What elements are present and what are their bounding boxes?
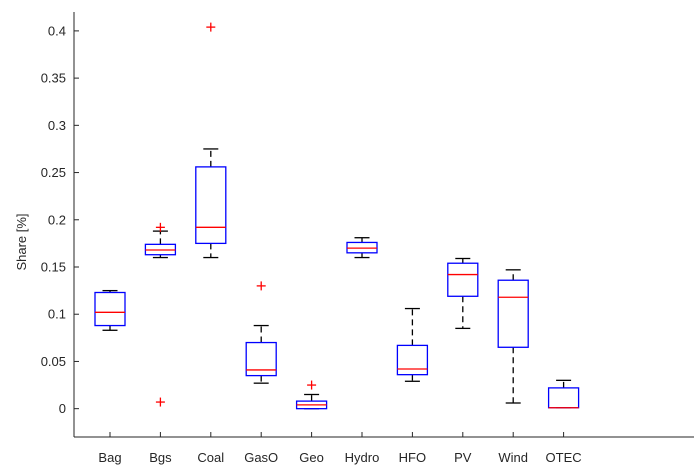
- y-tick-label: 0.25: [41, 165, 66, 180]
- x-tick-label: GasO: [244, 450, 278, 465]
- x-tick-label: OTEC: [546, 450, 582, 465]
- x-tick-label: Coal: [197, 450, 224, 465]
- outlier-marker: [155, 222, 165, 232]
- box-group-geo: [295, 380, 328, 410]
- y-tick-label: 0.3: [48, 118, 66, 133]
- box-group-wind: [497, 269, 529, 404]
- outlier-marker: [256, 281, 266, 291]
- x-tick-label: HFO: [399, 450, 426, 465]
- y-tick-label: 0.05: [41, 354, 66, 369]
- box-group-hydro: [346, 237, 378, 259]
- x-tick-label: Bgs: [149, 450, 172, 465]
- box: [195, 166, 227, 245]
- y-tick-label: 0.35: [41, 71, 66, 86]
- y-tick-label: 0.1: [48, 307, 66, 322]
- box: [497, 279, 529, 348]
- x-tick-label: PV: [454, 450, 472, 465]
- x-tick-label: Hydro: [345, 450, 380, 465]
- box: [245, 341, 277, 377]
- x-tick-label: Bag: [98, 450, 121, 465]
- box: [94, 291, 126, 327]
- box-group-bag: [94, 289, 126, 331]
- axes-layer: [73, 12, 694, 438]
- box-group-hfo: [396, 307, 429, 382]
- box: [447, 262, 479, 297]
- box-group-gaso: [245, 281, 277, 384]
- y-tick-label: 0.15: [41, 260, 66, 275]
- plot-area: [74, 12, 694, 437]
- box-group-pv: [447, 257, 479, 330]
- ticks-layer: 0 0.05 0.1 0.15 0.2 0.25 0.3 0.35 0.4 Bag Bgs Coal G…: [41, 23, 582, 465]
- outlier-marker: [155, 397, 165, 407]
- outlier-marker: [307, 380, 317, 390]
- plot-background: [74, 12, 694, 437]
- box-group-otec: [547, 379, 580, 409]
- boxes-layer: [94, 22, 580, 410]
- box-group-bgs: [144, 222, 177, 407]
- y-tick-label: 0.4: [48, 23, 66, 38]
- outlier-marker: [206, 22, 216, 32]
- y-tick-label: 0.2: [48, 212, 66, 227]
- x-tick-label: Wind: [498, 450, 528, 465]
- x-tick-label: Geo: [299, 450, 324, 465]
- box: [396, 344, 429, 376]
- box-group-coal: [195, 22, 227, 259]
- y-tick-label: 0: [59, 401, 66, 416]
- y-axis-label: Share [%]: [14, 213, 29, 270]
